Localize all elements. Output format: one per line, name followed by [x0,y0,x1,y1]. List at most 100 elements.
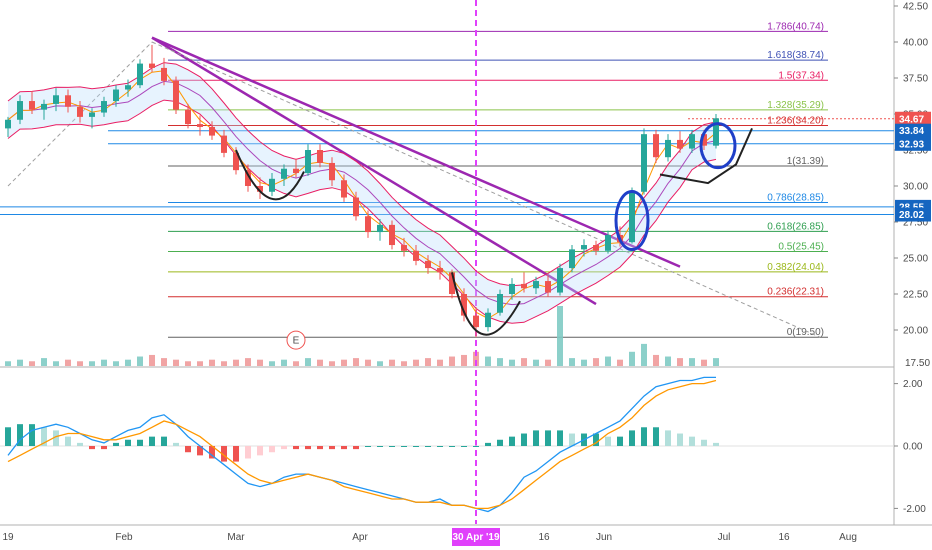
macd-histogram-bar [701,439,707,446]
candle-body [437,268,443,273]
price-badge-label: 33.84 [899,126,924,137]
price-badge: 33.84 [895,123,931,138]
macd-histogram-bar [533,430,539,446]
macd-tick-label: -2.00 [903,504,926,515]
fib-level-label: 1.786(40.74) [767,21,824,32]
volume-bar [485,356,491,366]
volume-bar [53,361,59,366]
candle-body [497,294,503,313]
volume-bar [281,359,287,366]
candle-body [305,150,311,174]
candle-body [485,312,491,328]
macd-histogram-bar [77,442,83,446]
candle-body [413,250,419,261]
price-badge: 32.93 [895,136,931,151]
candle [149,44,155,73]
volume-bar [605,356,611,366]
x-tick-label: 19 [2,532,14,543]
candle-body [509,283,515,294]
candle [17,95,23,125]
price-badge-bg [895,136,931,151]
breakout-circle [614,190,650,252]
macd-histogram-bar [293,446,299,450]
candle-body [173,80,179,110]
candle-body [161,67,167,81]
macd-histogram-bar [245,446,251,459]
grid-layer [0,0,932,526]
band-fill [8,62,716,324]
candle [305,144,311,176]
x-tick-label: Jun [596,532,612,543]
candle [137,59,143,89]
candle [77,101,83,123]
y-tick-label: 25.00 [903,254,928,265]
x-tick-label: 16 [778,532,790,543]
volume-bar [689,358,695,366]
earnings-marker-icon [286,330,306,350]
candle [293,158,299,178]
candle-body [557,268,563,293]
candle [365,210,371,238]
candle [317,144,323,168]
macd-histogram-bar [497,439,503,446]
macd-histogram-bar [413,446,419,447]
volume-bar [329,361,335,366]
x-tick-label: Jul [718,532,731,543]
y-tick-label: 22.50 [903,290,928,301]
cup-pattern-left [235,149,305,201]
candle-body [605,234,611,251]
candle-body [17,101,23,120]
candle-body [449,272,455,294]
x-tick-label: Mar [227,532,245,543]
macd-histogram-bar [53,430,59,446]
volume-bar [89,361,95,366]
volume-bar [497,358,503,366]
volume-bar [677,358,683,366]
macd-histogram-bar [617,436,623,446]
candle [329,157,335,186]
volume-bar [713,358,719,366]
y-tick-label: 32.50 [903,146,928,157]
candle-body [533,281,539,289]
volume-bar [401,361,407,366]
cup-pattern-bottom [451,272,521,336]
candle [473,306,479,338]
macd-histogram-bar [449,446,455,447]
macd-histogram-bar [569,433,575,446]
macd-histogram-bar [677,433,683,446]
volume-bar [221,361,227,366]
macd-histogram-bar [281,446,287,450]
volume-bar [29,361,35,366]
candle-body [89,112,95,117]
handle-pattern [659,127,753,185]
fib-level-label: 0.236(22.31) [767,287,824,298]
annotations: E [235,122,753,350]
candle [509,278,515,300]
volume-bar [665,356,671,366]
date-marker-badge-label: 30 Apr '19 [452,532,499,543]
volume-bar [461,354,467,366]
candle-body [29,101,35,110]
fibonacci-levels: 1.786(40.74) 1.618(38.74) 1.5(37.34) 1.328(… [0,21,894,338]
volume-bar [641,343,647,366]
fib-level-label: 1(31.39) [787,156,824,167]
candle-body [341,180,347,198]
price-badge-label: 34.67 [899,114,924,125]
candle [557,263,563,296]
candle-body [677,139,683,149]
volume-bar [617,359,623,366]
volume-bar [317,359,323,366]
price-badge-bg [895,111,931,126]
price-badge-bg [895,207,931,222]
candle-body [593,245,599,251]
volume-bar [449,356,455,366]
volume-bar [245,358,251,366]
macd-histogram-bar [401,446,407,447]
band-lower [7,99,717,324]
candle [605,230,611,254]
candle [221,129,227,158]
volume-bar [389,359,395,366]
y-tick-label: 40.00 [903,38,928,49]
candle [485,308,491,332]
